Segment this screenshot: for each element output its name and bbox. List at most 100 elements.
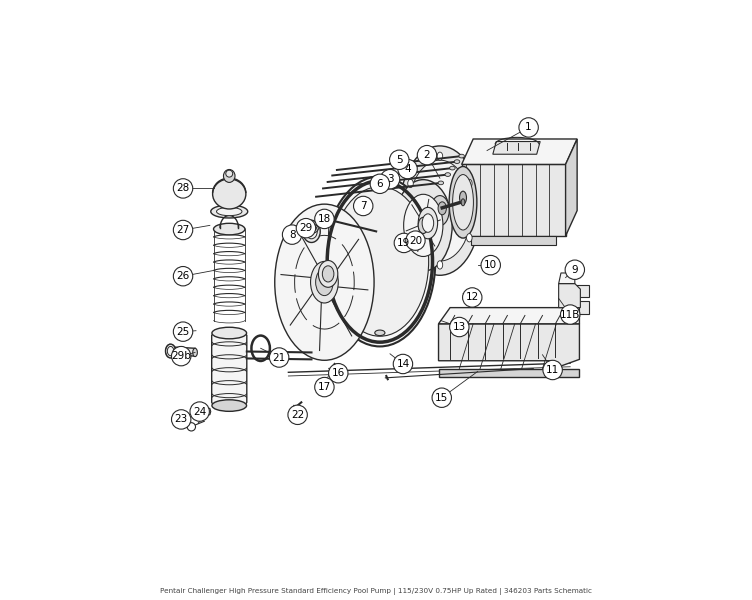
Circle shape [519,118,538,137]
Ellipse shape [437,261,443,269]
Text: 3: 3 [387,174,393,184]
Text: 4: 4 [405,164,411,174]
Circle shape [174,266,193,286]
Ellipse shape [454,160,459,163]
Ellipse shape [214,223,245,235]
Circle shape [353,196,373,215]
Ellipse shape [324,176,435,346]
Circle shape [565,260,584,280]
Text: 20: 20 [409,236,422,245]
Ellipse shape [459,154,465,158]
Text: 11: 11 [546,365,559,375]
Circle shape [190,402,209,421]
Ellipse shape [438,202,447,215]
Text: 24: 24 [193,407,206,416]
Circle shape [393,354,413,374]
Ellipse shape [450,166,455,170]
Ellipse shape [323,266,334,282]
Polygon shape [559,273,575,284]
Polygon shape [438,324,580,368]
Ellipse shape [316,269,333,296]
Text: 18: 18 [318,214,331,224]
Ellipse shape [431,196,449,226]
Polygon shape [462,139,577,164]
Ellipse shape [394,179,452,271]
Text: 15: 15 [435,393,448,403]
Ellipse shape [445,173,450,176]
Ellipse shape [437,152,443,160]
Ellipse shape [418,217,429,233]
Text: 14: 14 [396,359,410,369]
Circle shape [171,410,191,429]
Text: Pentair Challenger High Pressure Standard Efficiency Pool Pump | 115/230V 0.75HP: Pentair Challenger High Pressure Standar… [160,588,592,595]
Ellipse shape [168,346,174,356]
Text: 10: 10 [484,260,497,270]
Circle shape [406,231,425,250]
Ellipse shape [306,224,317,239]
Circle shape [450,317,469,337]
Circle shape [174,179,193,198]
Text: 27: 27 [177,225,190,235]
Text: 19: 19 [397,238,411,248]
Circle shape [398,160,417,179]
Text: 8: 8 [289,230,296,239]
Ellipse shape [438,181,444,185]
Ellipse shape [318,260,338,287]
Ellipse shape [165,344,176,358]
Ellipse shape [408,233,414,242]
Text: 29b: 29b [171,351,191,361]
Circle shape [417,145,437,165]
Polygon shape [493,142,540,154]
Circle shape [370,174,390,194]
Ellipse shape [193,348,197,356]
Polygon shape [471,236,556,245]
Polygon shape [561,284,589,298]
Ellipse shape [213,179,246,209]
Text: 17: 17 [318,382,331,392]
Text: 16: 16 [332,368,345,378]
Ellipse shape [212,400,247,412]
Circle shape [329,364,348,383]
Ellipse shape [459,191,466,204]
Ellipse shape [461,199,465,206]
Circle shape [462,288,482,307]
Ellipse shape [404,194,443,256]
Text: 9: 9 [572,265,578,275]
Circle shape [296,218,316,238]
Ellipse shape [311,262,338,303]
Circle shape [543,360,562,380]
Ellipse shape [223,169,235,182]
Text: 13: 13 [453,322,466,332]
Ellipse shape [374,330,385,335]
Circle shape [269,348,289,367]
Polygon shape [198,409,211,415]
Circle shape [288,405,308,425]
Polygon shape [438,308,580,324]
Ellipse shape [422,214,434,232]
Circle shape [315,377,334,397]
Polygon shape [559,284,581,308]
Ellipse shape [211,205,247,218]
Ellipse shape [303,220,320,242]
Polygon shape [171,347,195,356]
Ellipse shape [187,422,196,431]
Text: 1: 1 [526,122,532,133]
Text: 25: 25 [177,326,190,337]
Text: 11B: 11B [560,310,581,320]
Text: 21: 21 [272,353,286,362]
Text: 6: 6 [377,179,384,189]
Circle shape [390,150,409,169]
Polygon shape [438,368,580,377]
Circle shape [174,322,193,341]
Ellipse shape [274,204,374,360]
Ellipse shape [466,179,472,188]
Ellipse shape [331,187,429,336]
Circle shape [174,220,193,240]
Text: 2: 2 [423,150,430,160]
Text: 12: 12 [465,292,479,302]
Ellipse shape [466,233,472,242]
Ellipse shape [217,208,242,215]
Text: 29: 29 [299,223,313,233]
Circle shape [381,169,400,189]
Text: 26: 26 [177,271,190,281]
